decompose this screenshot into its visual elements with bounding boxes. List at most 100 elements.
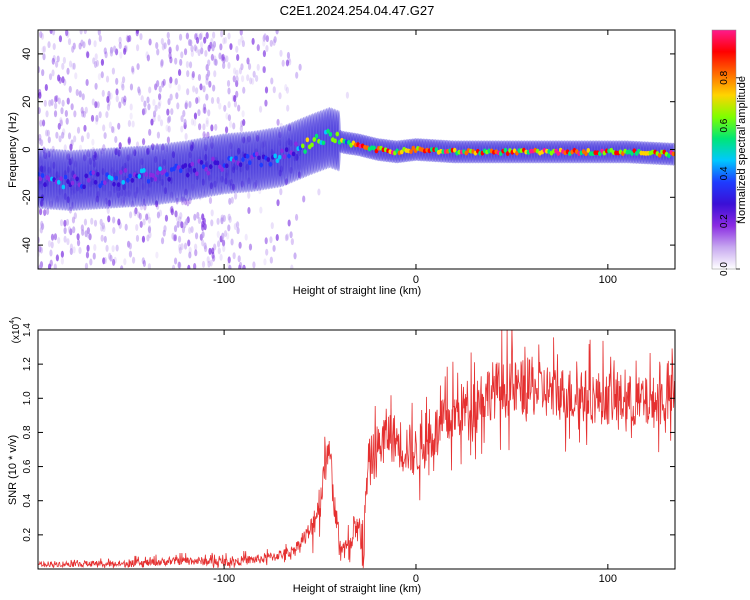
y-tick-label: -40 (21, 237, 33, 253)
spectrogram-cell (156, 211, 161, 219)
spectrogram-cell (137, 88, 142, 96)
spectrogram-cell (120, 265, 124, 269)
ridge-point (372, 145, 376, 151)
spectrogram-cell (220, 30, 224, 38)
ridge-halo (82, 149, 87, 211)
spectrogram-cell (76, 239, 81, 247)
spectrogram-cell (294, 213, 299, 221)
spectrogram-cell (111, 258, 116, 266)
ridge-point (335, 131, 340, 137)
y-tick-label: 20 (21, 96, 33, 108)
spectrogram-cell (258, 105, 263, 113)
spectrogram-cell (179, 212, 183, 220)
ridge-halo (284, 124, 289, 186)
spectrogram-cell (176, 102, 180, 110)
spectrogram-cell (97, 30, 101, 36)
spectrogram-cell (204, 153, 208, 161)
spectrogram-cell (50, 241, 54, 249)
spectrogram-cell (135, 141, 140, 149)
spectrogram-cell (284, 84, 288, 92)
spectrogram-cell (57, 74, 61, 82)
spectrogram-cell (100, 234, 104, 242)
spectrogram-cell (93, 61, 98, 69)
spectrogram-y-ticks: -40 -20 0 20 40 (21, 48, 675, 253)
spectrogram-cell (202, 103, 207, 111)
spectrogram-cell (63, 219, 67, 227)
spectrogram-cell (222, 215, 227, 223)
spectrogram-cell (197, 217, 202, 225)
spectrogram-cell (52, 161, 56, 169)
spectrogram-cell (169, 56, 173, 64)
ridge-halo (103, 147, 108, 209)
spectrogram-cell (242, 119, 246, 127)
spectrogram-cell (227, 114, 232, 122)
spectrogram-cell (54, 60, 59, 68)
spectrogram-cell (195, 36, 200, 44)
spectrogram-cell (302, 195, 306, 203)
spectrogram-cell (52, 43, 56, 51)
spectrogram-cell (91, 138, 95, 146)
spectrogram-cell (105, 202, 109, 210)
spectrogram-cell (103, 235, 107, 243)
spectrogram-cell (128, 250, 133, 258)
ridge-point (116, 182, 121, 188)
spectrogram-cell (169, 76, 173, 84)
spectrogram-cell (222, 62, 226, 70)
colorbar-tick-label: 0.8 (719, 70, 730, 84)
ridge-halo (187, 139, 192, 201)
spectrogram-cell (146, 189, 150, 197)
spectrogram-cell (206, 256, 210, 264)
spectrogram-cell (189, 39, 193, 47)
ridge-halo (95, 148, 100, 210)
spectrogram-cell (78, 42, 82, 50)
spectrogram-cell (240, 75, 245, 83)
spectrogram-cell (38, 137, 42, 145)
spectrogram-cell (47, 263, 52, 269)
ridge-halo (158, 143, 163, 205)
ridge-halo (89, 148, 94, 210)
ridge-halo (80, 149, 85, 211)
spectrogram-cell (41, 69, 45, 77)
spectrogram-cell (193, 112, 198, 120)
ridge-halo (255, 130, 260, 192)
spectrogram-cell (69, 228, 73, 236)
spectrogram-image (38, 30, 675, 269)
spectrogram-cell (53, 110, 58, 118)
spectrogram-cell (239, 165, 243, 173)
spectrogram-cell (152, 198, 156, 206)
ridge-point (300, 143, 305, 149)
ridge-halo (169, 142, 174, 204)
ridge-point (86, 177, 91, 183)
spectrogram-cell (164, 214, 169, 222)
spectrogram-cell (212, 254, 216, 262)
spectrogram-cell (67, 226, 72, 234)
spectrogram-cell (47, 136, 51, 144)
spectrogram-cell (175, 214, 179, 222)
spectrogram-cell (203, 242, 207, 250)
ridge-point (130, 178, 135, 183)
spectrogram-cell (284, 234, 289, 242)
spectrogram-cell (160, 237, 165, 245)
spectrogram-cell (242, 136, 246, 144)
spectrogram-cell (147, 226, 152, 234)
spectrogram-cell (92, 252, 96, 260)
spectrogram-cell (228, 216, 232, 224)
ridge-point (287, 153, 291, 159)
spectrogram-cell (246, 74, 250, 82)
spectrogram-cell (137, 211, 141, 219)
ridge-point (102, 180, 107, 186)
spectrogram-cell (76, 233, 80, 241)
spectrogram-cell (285, 59, 290, 67)
spectrogram-cell (276, 164, 281, 172)
ridge-point (241, 157, 245, 162)
spectrogram-cell (121, 199, 126, 207)
ridge-point (195, 171, 199, 177)
spectrogram-cell (53, 102, 58, 110)
spectrogram-cell (176, 220, 180, 228)
spectrogram-cell (211, 251, 215, 259)
spectrogram-cell (269, 236, 273, 244)
spectrogram-cell (202, 85, 206, 93)
ridge-point (158, 166, 162, 172)
ridge-halo (204, 136, 209, 198)
spectrogram-cell (81, 228, 85, 236)
